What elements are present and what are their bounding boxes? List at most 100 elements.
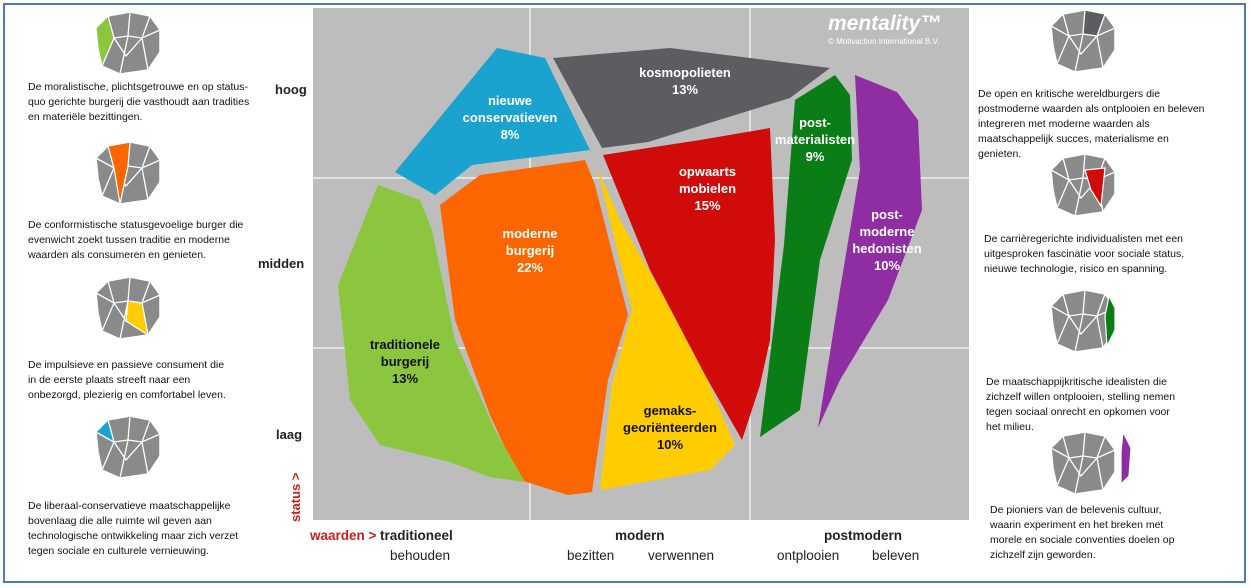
desc-line: integreren met moderne waarden als [978, 118, 1150, 130]
level-low: laag [276, 427, 303, 442]
label-line: hedonisten [852, 241, 922, 256]
values-sub-behouden: behouden [390, 548, 451, 563]
label-percentage: 10% [873, 258, 901, 273]
label-postmaterialisten: post- materialisten 9% [760, 114, 870, 165]
desc-kosmopolieten: De open en kritische wereldburgers die p… [978, 87, 1233, 162]
thumb-postmoderne-hedonisten [1050, 429, 1132, 495]
brand-logo: mentality™ [828, 12, 942, 35]
label-line: nieuwe [487, 93, 533, 108]
desc-line: zichzelf willen ontplooien, stelling nem… [986, 391, 1176, 403]
segment-postmoderne-hedonisten[interactable] [818, 75, 922, 428]
values-sub-verwennen: verwennen [648, 548, 715, 563]
values-axis-marker: waarden > [310, 528, 377, 543]
desc-line: quo gerichte burgerij die vasthoudt aan … [28, 96, 250, 108]
segment-postmaterialisten[interactable] [760, 75, 852, 437]
label-line: moderne [502, 226, 558, 241]
desc-line: tegen sociaal onrecht en opkomen voor [986, 406, 1170, 418]
label-opwaarts-mobielen: opwaarts mobielen 15% [655, 163, 760, 214]
label-line: traditionele [369, 337, 441, 352]
desc-line: waarin experiment en het breken met [990, 519, 1164, 531]
desc-line: De liberaal-conservatieve maatschappelij… [28, 500, 231, 512]
thumb-nieuwe-conservatieven [95, 415, 161, 479]
label-line: georiënteerden [623, 420, 717, 435]
label-percentage: 22% [516, 260, 544, 275]
segment-nieuwe-conservatieven[interactable] [395, 48, 590, 195]
values-sub-bezitten: bezitten [567, 548, 615, 563]
thumb-opwaarts-mobielen [1050, 153, 1116, 217]
thumb-gemaksgeorienteerden [95, 276, 161, 340]
desc-line: tegen sociale en culturele vernieuwing. [28, 545, 209, 557]
desc-line: uitgesproken fascinatie voor sociale sta… [984, 248, 1185, 260]
desc-line: in de eerste plaats streeft naar een [28, 374, 191, 386]
segment-traditionele-burgerij[interactable] [338, 185, 525, 482]
desc-line: De maatschappijkritische idealisten die [986, 376, 1167, 388]
desc-postmaterialisten: De maatschappijkritische idealisten die … [986, 375, 1236, 435]
label-traditionele-burgerij: traditionele burgerij 13% [345, 336, 465, 387]
desc-line: nieuwe technologie, risico en spanning. [984, 263, 1168, 275]
desc-line: De conformistische statusgevoelige burge… [28, 219, 244, 231]
label-percentage: 13% [671, 82, 699, 97]
desc-traditionele-burgerij: De moralistische, plichtsgetrouwe en op … [28, 80, 273, 125]
values-modern: modern [615, 528, 665, 543]
desc-line: De carrièregerichte individualisten met … [984, 233, 1184, 245]
label-moderne-burgerij: moderne burgerij 22% [475, 225, 585, 276]
thumb-postmaterialisten [1050, 289, 1116, 353]
thumb-traditionele-burgerij [95, 11, 161, 75]
values-postmodern: postmodern [824, 528, 903, 543]
desc-line: onbezorgd, plezierig en comfortabel leve… [28, 389, 226, 401]
segment-opwaarts-mobielen[interactable] [603, 128, 775, 440]
desc-line: De open en kritische wereldburgers die [978, 88, 1161, 100]
thumb-moderne-burgerij [95, 141, 161, 205]
desc-line: waarden als consumeren en genieten. [28, 249, 207, 261]
brand-copyright: © Motivaction International B.V. [828, 37, 940, 46]
label-line: materialisten [774, 132, 856, 147]
label-line: post- [871, 207, 903, 222]
label-line: gemaks- [643, 403, 697, 418]
label-percentage: 13% [391, 371, 419, 386]
desc-line: het milieu. [986, 421, 1034, 433]
desc-line: evenwicht zoekt tussen traditie en moder… [28, 234, 230, 246]
segment-kosmopolieten[interactable] [553, 48, 830, 148]
label-percentage: 15% [694, 198, 721, 213]
desc-nieuwe-conservatieven: De liberaal-conservatieve maatschappelij… [28, 499, 273, 559]
label-line: burgerij [380, 354, 430, 369]
desc-line: De impulsieve en passieve consument die [28, 359, 225, 371]
desc-moderne-burgerij: De conformistische statusgevoelige burge… [28, 218, 273, 263]
desc-line: maatschappelijk succes, materialisme en [978, 133, 1169, 145]
label-percentage: 10% [656, 437, 684, 452]
label-line: moderne [859, 224, 915, 239]
label-kosmopolieten: kosmopolieten 13% [625, 64, 745, 98]
segment-gemaksgeorienteerden[interactable] [597, 168, 735, 490]
label-gemaksgeorienteerden: gemaks- georiënteerden 10% [610, 402, 730, 453]
label-postmoderne-hedonisten: post- moderne hedonisten 10% [832, 206, 942, 274]
level-high: hoog [275, 82, 307, 97]
desc-line: postmoderne waarden als ontplooien en be… [978, 103, 1205, 115]
values-traditional: traditioneel [380, 528, 453, 543]
thumb-kosmopolieten [1050, 9, 1116, 73]
segment-moderne-burgerij[interactable] [440, 160, 628, 495]
label-line: burgerij [505, 243, 555, 258]
desc-line: zichzelf zijn geworden. [990, 549, 1096, 561]
desc-line: technologische ontwikkeling maar zich ve… [28, 530, 239, 542]
label-line: opwaarts [678, 164, 737, 179]
desc-line: morele en sociale conventies doelen op [990, 534, 1175, 546]
label-nieuwe-conservatieven: nieuwe conservatieven 8% [450, 92, 570, 143]
desc-postmoderne-hedonisten: De pioniers van de belevenis cultuur, wa… [990, 503, 1235, 563]
desc-line: genieten. [978, 148, 1022, 160]
values-sub-ontplooien: ontplooien [777, 548, 840, 563]
label-percentage: 9% [805, 149, 825, 164]
label-line: post- [799, 115, 831, 130]
values-sub-beleven: beleven [872, 548, 920, 563]
desc-line: De moralistische, plichtsgetrouwe en op … [28, 81, 249, 93]
desc-line: en materiële bezittingen. [28, 111, 143, 123]
desc-opwaarts-mobielen: De carrièregerichte individualisten met … [984, 232, 1234, 277]
label-line: mobielen [678, 181, 737, 196]
desc-line: bovenlaag die alle ruimte wil geven aan [28, 515, 212, 527]
label-line: conservatieven [462, 110, 558, 125]
label-percentage: 8% [500, 127, 520, 142]
status-axis-label: status > [288, 472, 303, 523]
label-line: kosmopolieten [639, 65, 731, 80]
